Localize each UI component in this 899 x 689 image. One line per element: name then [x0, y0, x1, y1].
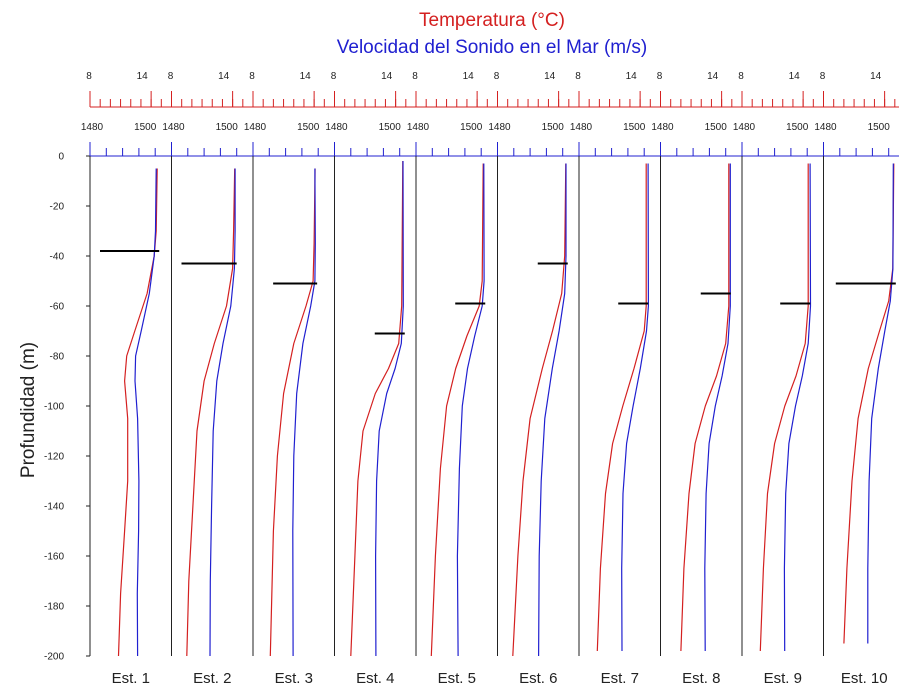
station-label: Est. 7 [601, 670, 639, 687]
y-tick-label: -100 [44, 402, 64, 413]
velocity-line [134, 168, 157, 657]
vel-tick-label: 1480 [570, 122, 593, 133]
temp-tick-label: 14 [381, 71, 393, 82]
temp-tick-label: 8 [494, 71, 500, 82]
temp-tick-label: 14 [626, 71, 638, 82]
velocity-line [456, 163, 485, 657]
y-tick-label: -180 [44, 602, 64, 613]
temp-tick-label: 8 [331, 71, 337, 82]
vel-tick-label: 1480 [407, 122, 430, 133]
vel-tick-label: 1480 [733, 122, 756, 133]
station-label: Est. 10 [841, 670, 888, 687]
vel-tick-label: 1480 [244, 122, 267, 133]
vel-tick-label: 1480 [325, 122, 348, 133]
temp-tick-label: 14 [218, 71, 230, 82]
vel-tick-label: 1500 [542, 122, 565, 133]
temperature-line [596, 163, 647, 652]
station-label: Est. 6 [519, 670, 557, 687]
vel-tick-label: 1500 [623, 122, 646, 133]
vel-tick-label: 1500 [216, 122, 239, 133]
y-tick-label: -200 [44, 652, 64, 663]
temp-tick-label: 14 [300, 71, 312, 82]
temp-tick-label: 8 [249, 71, 255, 82]
temperature-line [430, 163, 484, 657]
station-label: Est. 8 [682, 670, 720, 687]
temp-tick-label: 8 [412, 71, 418, 82]
vel-tick-label: 1480 [651, 122, 674, 133]
station-label: Est. 2 [193, 670, 231, 687]
temp-tick-label: 8 [820, 71, 826, 82]
velocity-line [867, 163, 894, 644]
temperature-line [269, 168, 316, 657]
y-tick-label: -60 [50, 302, 65, 313]
vel-tick-label: 1500 [134, 122, 157, 133]
station-label: Est. 3 [275, 670, 313, 687]
temperature-line [186, 168, 236, 657]
chart-title: Temperatura (°C) [419, 10, 565, 31]
y-tick-label: -40 [50, 252, 65, 263]
y-tick-label: -120 [44, 452, 64, 463]
vel-tick-label: 1480 [814, 122, 837, 133]
vel-tick-label: 1480 [488, 122, 511, 133]
velocity-line [375, 160, 404, 657]
y-tick-label: -140 [44, 502, 64, 513]
temp-tick-label: 8 [86, 71, 92, 82]
velocity-line [621, 163, 650, 652]
temp-tick-label: 14 [870, 71, 882, 82]
vel-tick-label: 1500 [460, 122, 483, 133]
vel-tick-label: 1500 [705, 122, 728, 133]
velocity-line [292, 168, 316, 657]
temperature-line [843, 163, 895, 644]
temp-tick-label: 8 [738, 71, 744, 82]
vel-tick-label: 1500 [786, 122, 809, 133]
station-label: Est. 4 [356, 670, 394, 687]
temperature-line [350, 160, 404, 657]
temperature-line [759, 163, 809, 652]
temperature-line [512, 163, 567, 657]
y-tick-label: 0 [58, 152, 64, 163]
temp-tick-label: 8 [168, 71, 174, 82]
y-tick-label: -160 [44, 552, 64, 563]
plot-area: 0 -20 -40 -60 -80 -100 -120 -140 -160 -180 -200 8 14… [44, 71, 899, 687]
velocity-line [783, 163, 812, 652]
station-label: Est. 9 [764, 670, 802, 687]
chart-subtitle: Velocidad del Sonido en el Mar (m/s) [337, 37, 648, 58]
vel-tick-label: 1500 [297, 122, 320, 133]
temp-tick-label: 14 [789, 71, 801, 82]
temp-tick-label: 14 [463, 71, 475, 82]
y-axis-label: Profundidad (m) [18, 342, 39, 478]
velocity-line [209, 168, 236, 657]
vel-tick-label: 1480 [81, 122, 104, 133]
vel-tick-label: 1500 [868, 122, 891, 133]
station-label: Est. 5 [438, 670, 476, 687]
vel-tick-label: 1480 [162, 122, 185, 133]
temp-tick-label: 8 [575, 71, 581, 82]
temperature-line [680, 163, 730, 652]
station-label: Est. 1 [112, 670, 150, 687]
temp-tick-label: 14 [707, 71, 719, 82]
temp-tick-label: 8 [657, 71, 663, 82]
temp-tick-label: 14 [137, 71, 149, 82]
velocity-line [704, 163, 731, 652]
vel-tick-label: 1500 [379, 122, 402, 133]
y-tick-label: -80 [50, 352, 65, 363]
temp-tick-label: 14 [544, 71, 556, 82]
y-tick-label: -20 [50, 202, 65, 213]
velocity-line [537, 163, 567, 657]
